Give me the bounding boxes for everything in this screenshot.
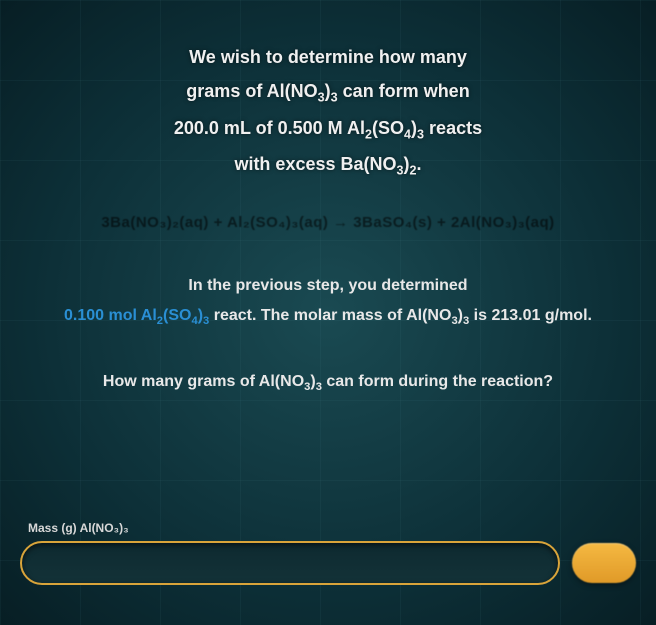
answer-label: Mass (g) Al(NO₃)₃	[28, 521, 636, 535]
answer-row: Mass (g) Al(NO₃)₃	[20, 521, 636, 585]
question-text: How many grams of Al(NO3)3 can form duri…	[30, 373, 626, 393]
problem-line4: with excess Ba(NO3)2.	[234, 154, 421, 174]
chemical-equation: 3Ba(NO₃)₂(aq) + Al₂(SO₄)₃(aq) → 3BaSO₄(s…	[30, 214, 626, 231]
submit-button[interactable]	[572, 543, 636, 583]
previous-step-text: In the previous step, you determined 0.1…	[30, 271, 626, 333]
problem-line1: We wish to determine how many	[189, 47, 467, 67]
problem-line3: 200.0 mL of 0.500 M Al2(SO4)3 reacts	[174, 118, 482, 138]
answer-flex	[20, 541, 636, 585]
answer-input[interactable]	[20, 541, 560, 585]
problem-line2: grams of Al(NO3)3 can form when	[186, 81, 469, 101]
content-area: We wish to determine how many grams of A…	[0, 0, 656, 393]
problem-statement: We wish to determine how many grams of A…	[30, 40, 626, 184]
highlighted-moles: 0.100 mol Al2(SO4)3	[64, 307, 214, 324]
